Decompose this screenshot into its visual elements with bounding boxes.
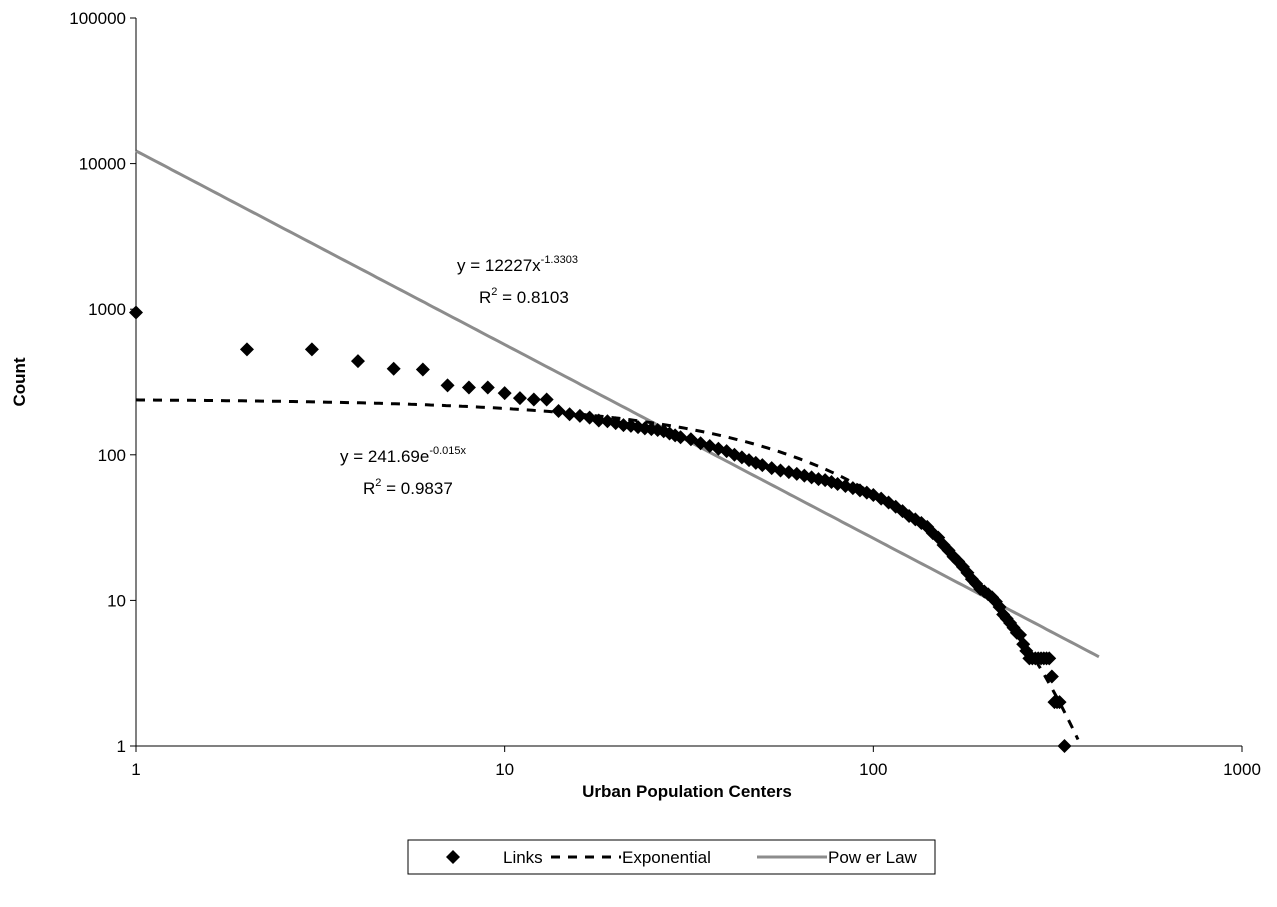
- links-point: [1042, 651, 1057, 666]
- y-tick-label: 100: [98, 446, 126, 465]
- links-point: [386, 361, 401, 376]
- exponential-equation: y = 241.69e-0.015x: [340, 445, 467, 466]
- power-law-r2: R2 = 0.8103: [479, 286, 569, 307]
- links-point: [551, 403, 566, 418]
- links-point: [526, 392, 541, 407]
- links-point: [415, 362, 430, 377]
- exponential-trendline: [135, 398, 1080, 741]
- legend-links-marker-icon: [446, 850, 460, 864]
- links-points: [129, 305, 1072, 753]
- links-point: [539, 392, 554, 407]
- y-axis-title: Count: [10, 357, 29, 406]
- links-point: [1052, 695, 1067, 710]
- links-point: [440, 378, 455, 393]
- legend-box: [407, 839, 936, 875]
- links-point: [304, 342, 319, 357]
- links-point: [497, 386, 512, 401]
- y-tick-label: 10: [107, 591, 126, 610]
- links-point: [1016, 637, 1031, 652]
- x-tick-label: 10: [495, 760, 514, 779]
- legend: Links Exponential Pow er Law: [407, 839, 936, 875]
- links-point: [572, 408, 587, 423]
- y-ticks: 1 10 100 1000 10000 100000: [69, 9, 136, 756]
- links-point: [461, 380, 476, 395]
- links-point: [480, 380, 495, 395]
- links-point: [239, 342, 254, 357]
- x-axis-title: Urban Population Centers: [582, 782, 792, 801]
- x-tick-label: 100: [859, 760, 887, 779]
- y-tick-label: 100000: [69, 9, 126, 28]
- power-law-equation: y = 12227x-1.3303: [457, 254, 578, 275]
- links-point: [350, 354, 365, 369]
- legend-item-links: Links: [503, 848, 543, 867]
- links-point: [129, 305, 143, 320]
- links-point: [888, 499, 903, 514]
- links-point: [1044, 669, 1059, 684]
- links-point: [591, 413, 606, 428]
- links-point: [512, 391, 527, 406]
- links-point: [673, 430, 688, 445]
- plot-area: [129, 149, 1100, 753]
- y-tick-label: 1000: [88, 300, 126, 319]
- legend-item-exponential: Exponential: [622, 848, 711, 867]
- axes: [135, 18, 1242, 747]
- x-tick-label: 1000: [1223, 760, 1261, 779]
- x-tick-label: 1: [131, 760, 140, 779]
- exponential-r2: R2 = 0.9837: [363, 477, 453, 498]
- links-point: [562, 407, 577, 422]
- y-tick-label: 10000: [79, 155, 126, 174]
- links-point: [1057, 739, 1072, 753]
- y-tick-label: 1: [117, 737, 126, 756]
- x-ticks: 1 10 100 1000: [131, 746, 1261, 779]
- power-law-trendline: [135, 149, 1100, 659]
- legend-item-power-law: Pow er Law: [828, 848, 918, 867]
